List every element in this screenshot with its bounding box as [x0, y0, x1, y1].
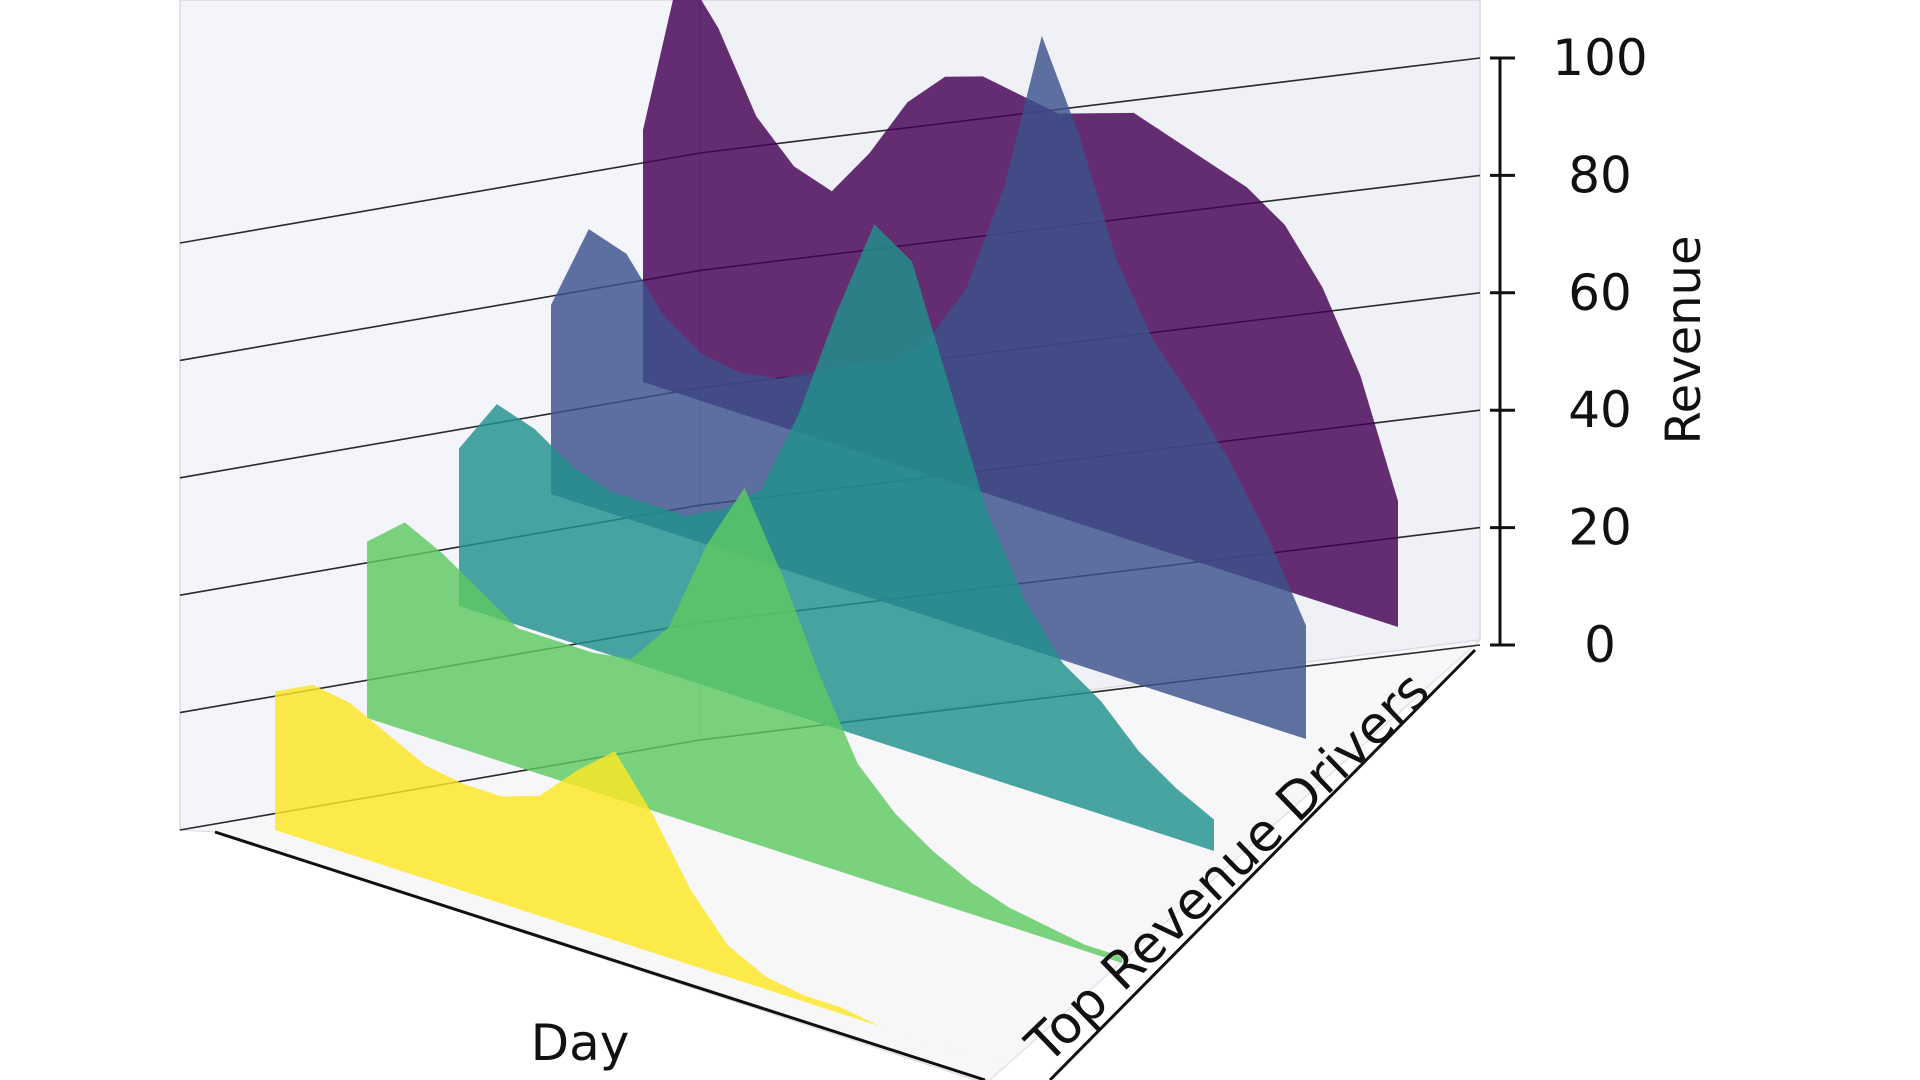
gridline-right-100: [699, 57, 1481, 154]
x-axis-label: Day: [531, 1014, 630, 1072]
z-tick-label-0: 0: [1584, 616, 1616, 674]
ridge-series-3: [459, 224, 1214, 852]
ridge-series-5: [275, 684, 1030, 1075]
gridline-left-100: [179, 152, 701, 244]
ridge-series: [275, 0, 1398, 1075]
x-axis-line: [214, 830, 986, 1080]
z-tick-label-60: 60: [1568, 264, 1632, 322]
z-tick-label-40: 40: [1568, 381, 1632, 439]
z-tick-label-80: 80: [1568, 146, 1632, 204]
z-axis-label: Revenue: [1656, 235, 1712, 444]
z-tick-label-20: 20: [1568, 499, 1632, 557]
z-tick-label-100: 100: [1552, 29, 1647, 87]
z-axis-ticks: 0 20 40 60 80 100: [1490, 29, 1648, 674]
ridge-series-4: [367, 487, 1122, 963]
y-axis-line: [1048, 648, 1477, 1080]
